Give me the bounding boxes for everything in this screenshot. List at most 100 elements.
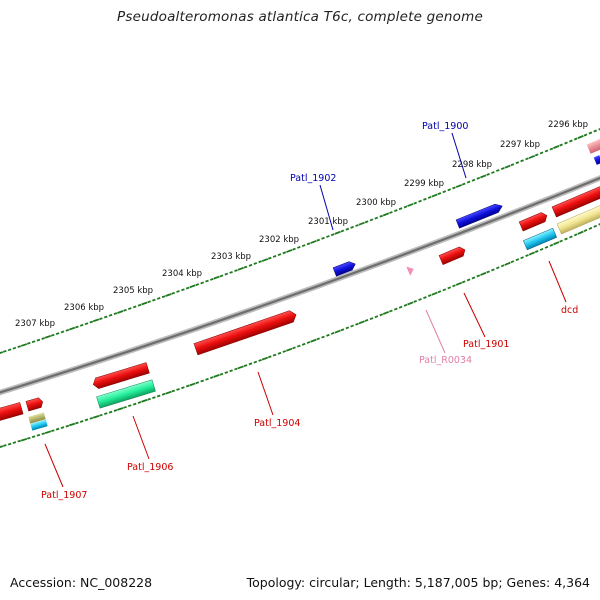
- gene-patl-1901[interactable]: [438, 245, 467, 266]
- scale-tick: [123, 308, 127, 312]
- scale-tick: [491, 171, 495, 174]
- scale-tick: [382, 310, 390, 315]
- gene-label-patl-1906[interactable]: Patl_1906: [127, 462, 173, 473]
- gene-red-small-left[interactable]: [25, 397, 44, 412]
- scale-tick: [374, 216, 379, 220]
- scale-tick: [65, 328, 70, 332]
- scale-tick: [171, 389, 176, 393]
- kbp-label: 2296 kbp: [548, 120, 588, 130]
- gene-patl-1900[interactable]: [455, 202, 504, 229]
- scale-tick: [382, 212, 390, 217]
- scale-tick: [316, 238, 321, 242]
- scale-tick: [7, 442, 12, 446]
- scale-tick: [103, 412, 108, 415]
- scale-tick: [205, 377, 209, 381]
- scale-tick: [437, 192, 442, 196]
- scale-tick: [65, 424, 70, 428]
- gene-label-dcd[interactable]: dcd: [561, 305, 578, 316]
- scale-tick: [60, 330, 65, 334]
- scale-tick: [534, 153, 539, 157]
- gene-label-patl-1900[interactable]: Patl_1900: [422, 121, 468, 132]
- scale-tick: [165, 390, 172, 395]
- scale-tick: [480, 174, 487, 179]
- scale-tick: [452, 186, 456, 190]
- gene-patl-1902[interactable]: [332, 260, 357, 277]
- scale-tick: [427, 294, 432, 298]
- scale-tick: [455, 281, 463, 286]
- scale-tick: [258, 359, 262, 362]
- scale-tick: [398, 207, 403, 211]
- scale-tick: [17, 345, 22, 348]
- scale-labels: 2296 kbp 2297 kbp 2298 kbp 2299 kbp 2300…: [15, 120, 588, 329]
- scale-tick: [598, 127, 600, 131]
- scale-tick: [26, 341, 31, 345]
- scale-tick: [229, 271, 233, 274]
- gene-red-right-2[interactable]: [551, 184, 600, 218]
- scale-tick: [389, 309, 393, 313]
- gene-label-patl-1901[interactable]: Patl_1901: [463, 339, 509, 350]
- gene-yellow-right[interactable]: [556, 201, 600, 235]
- scale-tick: [44, 334, 52, 339]
- scale-tick: [431, 291, 438, 296]
- gene-patl-1907-olive[interactable]: [28, 412, 46, 424]
- scale-tick: [200, 281, 205, 285]
- gene-label-patl-1907[interactable]: Patl_1907: [41, 490, 87, 501]
- gene-patl-1904[interactable]: [193, 309, 298, 356]
- genome-backbone: [0, 175, 600, 396]
- scale-tick: [301, 244, 306, 248]
- gene-patl-1906-green[interactable]: [96, 379, 156, 409]
- scale-tick: [491, 268, 495, 272]
- scale-tick: [209, 278, 214, 281]
- scale-tick: [525, 157, 529, 161]
- scale-tick: [286, 347, 293, 352]
- scale-tick: [234, 367, 238, 371]
- scale-tick: [345, 326, 350, 330]
- scale-tick: [403, 205, 408, 209]
- scale-tick: [486, 172, 490, 176]
- gene-label-patl-1904[interactable]: Patl_1904: [254, 418, 300, 429]
- scale-tick: [301, 342, 306, 346]
- gene-patl-1907-cyan[interactable]: [30, 419, 48, 431]
- gene-cyan-right[interactable]: [522, 227, 558, 251]
- scale-tick: [267, 256, 272, 260]
- scale-tick: [147, 300, 151, 304]
- kbp-label: 2306 kbp: [64, 303, 104, 313]
- scale-tick: [31, 340, 36, 344]
- gene-patl-1906-red[interactable]: [92, 362, 150, 390]
- scale-tick: [277, 253, 282, 256]
- scale-tick: [413, 299, 418, 303]
- scale-tick: [500, 264, 505, 268]
- gene-blue-edge[interactable]: [593, 155, 600, 165]
- scale-tick: [350, 225, 354, 229]
- scale-tick: [113, 409, 118, 412]
- leader-line-patl-1906: [132, 415, 150, 460]
- scale-tick: [528, 251, 536, 256]
- gene-red-right-1[interactable]: [518, 211, 549, 232]
- scale-tick: [549, 147, 554, 151]
- gene-patl-r0034[interactable]: [406, 264, 415, 276]
- scale-tick: [364, 318, 369, 322]
- scale-tick: [200, 379, 205, 383]
- scale-tick: [539, 247, 544, 251]
- scale-tick: [471, 276, 476, 280]
- gene-label-patl-r0034[interactable]: Patl_R0034: [419, 355, 472, 366]
- scale-tick: [89, 320, 94, 324]
- scale-tick: [369, 218, 374, 222]
- scale-tick: [379, 214, 384, 218]
- scale-tick: [137, 303, 142, 307]
- gene-pink-top-right[interactable]: [586, 138, 600, 154]
- scale-tick: [504, 261, 511, 266]
- scale-tick: [258, 260, 262, 264]
- scale-tick: [282, 350, 287, 353]
- scale-tick: [282, 251, 287, 255]
- scale-tick: [403, 303, 408, 307]
- scale-tick: [0, 445, 4, 449]
- gene-red-edge-left[interactable]: [0, 402, 24, 422]
- scale-tick: [495, 169, 500, 172]
- scale-tick: [108, 313, 113, 317]
- scale-tick: [68, 326, 76, 331]
- scale-tick: [156, 394, 161, 398]
- scale-tick: [588, 131, 593, 135]
- scale-tick: [306, 242, 311, 246]
- gene-label-patl-1902[interactable]: Patl_1902: [290, 173, 336, 184]
